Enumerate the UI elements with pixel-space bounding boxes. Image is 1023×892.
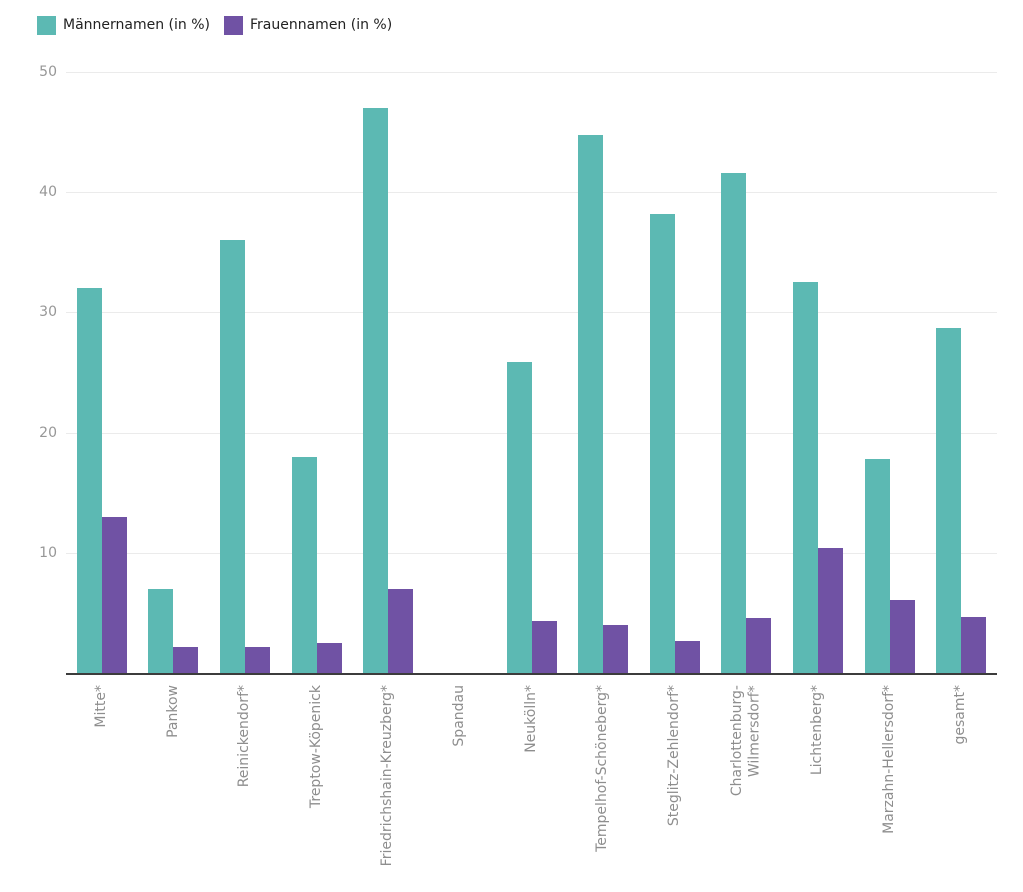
gridline-50: [66, 72, 997, 73]
x-label-cell: Friedrichshain-Kreuzberg*: [352, 675, 424, 892]
legend-item-maennernamen: Männernamen (in %): [37, 16, 210, 35]
legend-label-frauennamen: Frauennamen (in %): [250, 17, 393, 33]
legend-swatch-maennernamen-icon: [37, 16, 56, 35]
x-axis-label: Mitte*: [93, 685, 110, 728]
gridline-30: [66, 312, 997, 314]
x-label-cell: Treptow-Köpenick: [281, 675, 353, 892]
bar-maennernamen: [578, 134, 604, 673]
x-axis-label: Marzahn-Hellersdorf*: [880, 685, 897, 834]
bar-frauennamen: [245, 646, 271, 673]
x-label-cell: Reinickendorf*: [209, 675, 281, 892]
legend: Männernamen (in %) Frauennamen (in %): [37, 16, 392, 35]
x-axis: Mitte* Pankow Reinickendorf* Treptow-Köpeni…: [66, 675, 997, 892]
bar-frauennamen: [316, 642, 342, 673]
bar-maennernamen: [649, 213, 675, 673]
y-tick-label-30: 30: [39, 304, 57, 321]
legend-swatch-frauennamen-icon: [224, 16, 243, 35]
x-label-cell: Lichtenberg*: [782, 675, 854, 892]
x-label-cell: Neukölln*: [496, 675, 568, 892]
x-axis-label: gesamt*: [952, 685, 969, 745]
plot-area: [66, 72, 997, 675]
bar-maennernamen: [291, 456, 317, 673]
x-axis-label: Tempelhof-Schöneberg*: [594, 685, 611, 852]
bar-frauennamen: [173, 646, 199, 673]
bar-frauennamen: [674, 640, 700, 673]
bar-frauennamen: [889, 599, 915, 673]
bar-maennernamen: [506, 361, 532, 673]
y-tick-label-10: 10: [39, 544, 57, 561]
y-tick-label-40: 40: [39, 184, 57, 201]
x-axis-label: Lichtenberg*: [809, 685, 826, 776]
x-axis-label: Neukölln*: [522, 685, 539, 753]
bar-maennernamen: [864, 459, 890, 673]
legend-item-frauennamen: Frauennamen (in %): [224, 16, 392, 35]
bar-frauennamen: [388, 588, 414, 673]
gridline-10: [66, 552, 997, 554]
x-axis-label: Treptow-Köpenick: [307, 685, 324, 809]
bar-frauennamen: [101, 516, 127, 673]
y-tick-label-50: 50: [39, 64, 57, 80]
x-label-cell: Mitte*: [66, 675, 138, 892]
x-label-cell: Charlottenburg- Wilmersdorf*: [710, 675, 782, 892]
x-axis-label: Pankow: [164, 685, 181, 738]
bar-maennernamen: [148, 588, 174, 673]
legend-label-maennernamen: Männernamen (in %): [63, 17, 210, 33]
x-axis-label: Reinickendorf*: [236, 685, 253, 788]
bar-maennernamen: [76, 288, 102, 673]
x-axis-label: Friedrichshain-Kreuzberg*: [379, 685, 396, 867]
x-label-cell: Spandau: [424, 675, 496, 892]
bar-frauennamen: [746, 617, 772, 673]
bar-maennernamen: [792, 282, 818, 673]
x-label-cell: Tempelhof-Schöneberg*: [567, 675, 639, 892]
bar-frauennamen: [531, 621, 557, 673]
bar-frauennamen: [817, 548, 843, 673]
gridline-20: [66, 432, 997, 434]
x-label-cell: Pankow: [138, 675, 210, 892]
bar-frauennamen: [603, 624, 629, 673]
x-axis-label: Steglitz-Zehlendorf*: [665, 685, 682, 827]
gridline-40: [66, 192, 997, 194]
x-label-cell: Marzahn-Hellersdorf*: [854, 675, 926, 892]
y-tick-label-20: 20: [39, 424, 57, 441]
x-axis-label: Charlottenburg- Wilmersdorf*: [728, 685, 763, 797]
bar-frauennamen: [961, 616, 987, 673]
x-label-cell: gesamt*: [925, 675, 997, 892]
bar-maennernamen: [721, 172, 747, 673]
bar-maennernamen: [220, 240, 246, 673]
x-axis-label: Spandau: [451, 685, 468, 747]
x-label-cell: Steglitz-Zehlendorf*: [639, 675, 711, 892]
bar-maennernamen: [363, 108, 389, 673]
bar-maennernamen: [936, 328, 962, 673]
